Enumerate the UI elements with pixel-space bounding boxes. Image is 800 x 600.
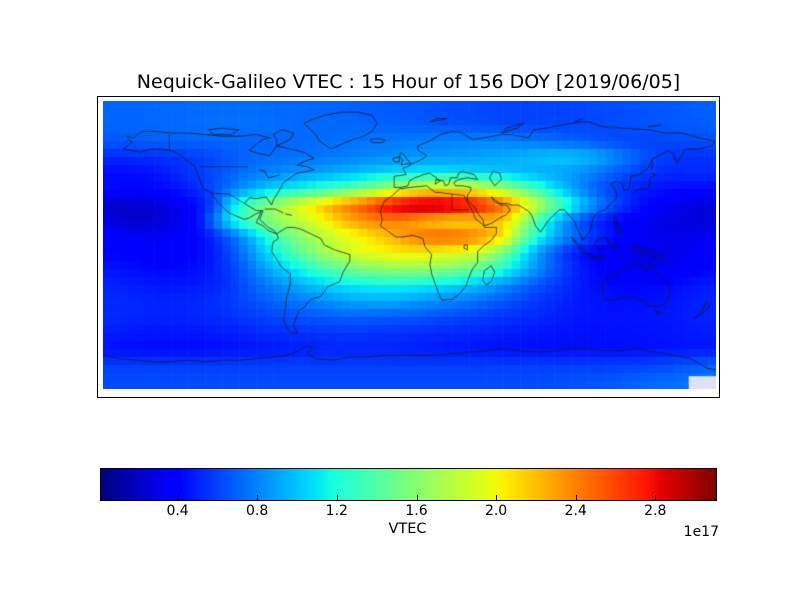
colorbar-tick xyxy=(257,495,259,500)
colorbar-tick xyxy=(575,495,577,500)
map-frame xyxy=(97,96,720,398)
colorbar-tick xyxy=(496,495,498,500)
colorbar-tick xyxy=(336,495,338,500)
colorbar-tick xyxy=(416,495,418,500)
plot-title: Nequick-Galileo VTEC : 15 Hour of 156 DO… xyxy=(136,71,681,93)
colorbar-tick-label: 1.2 xyxy=(325,503,348,519)
colorbar-tick-label: 2.0 xyxy=(484,503,508,519)
colorbar-tick xyxy=(655,495,657,500)
colorbar-gradient-canvas xyxy=(101,469,716,500)
colorbar-tick xyxy=(177,495,179,500)
colorbar-tick-label: 2.8 xyxy=(644,503,667,519)
colorbar-tick-label: 0.4 xyxy=(166,503,189,519)
colorbar-tick-label: 1.6 xyxy=(405,503,428,519)
coastlines-canvas xyxy=(103,101,716,389)
colorbar-tick-label: 0.8 xyxy=(246,503,269,519)
colorbar-axis-label: VTEC xyxy=(388,521,427,537)
colorbar-offset-label: 1e17 xyxy=(683,524,719,540)
colorbar-frame xyxy=(100,468,717,501)
colorbar-tick-label: 2.4 xyxy=(564,503,587,519)
